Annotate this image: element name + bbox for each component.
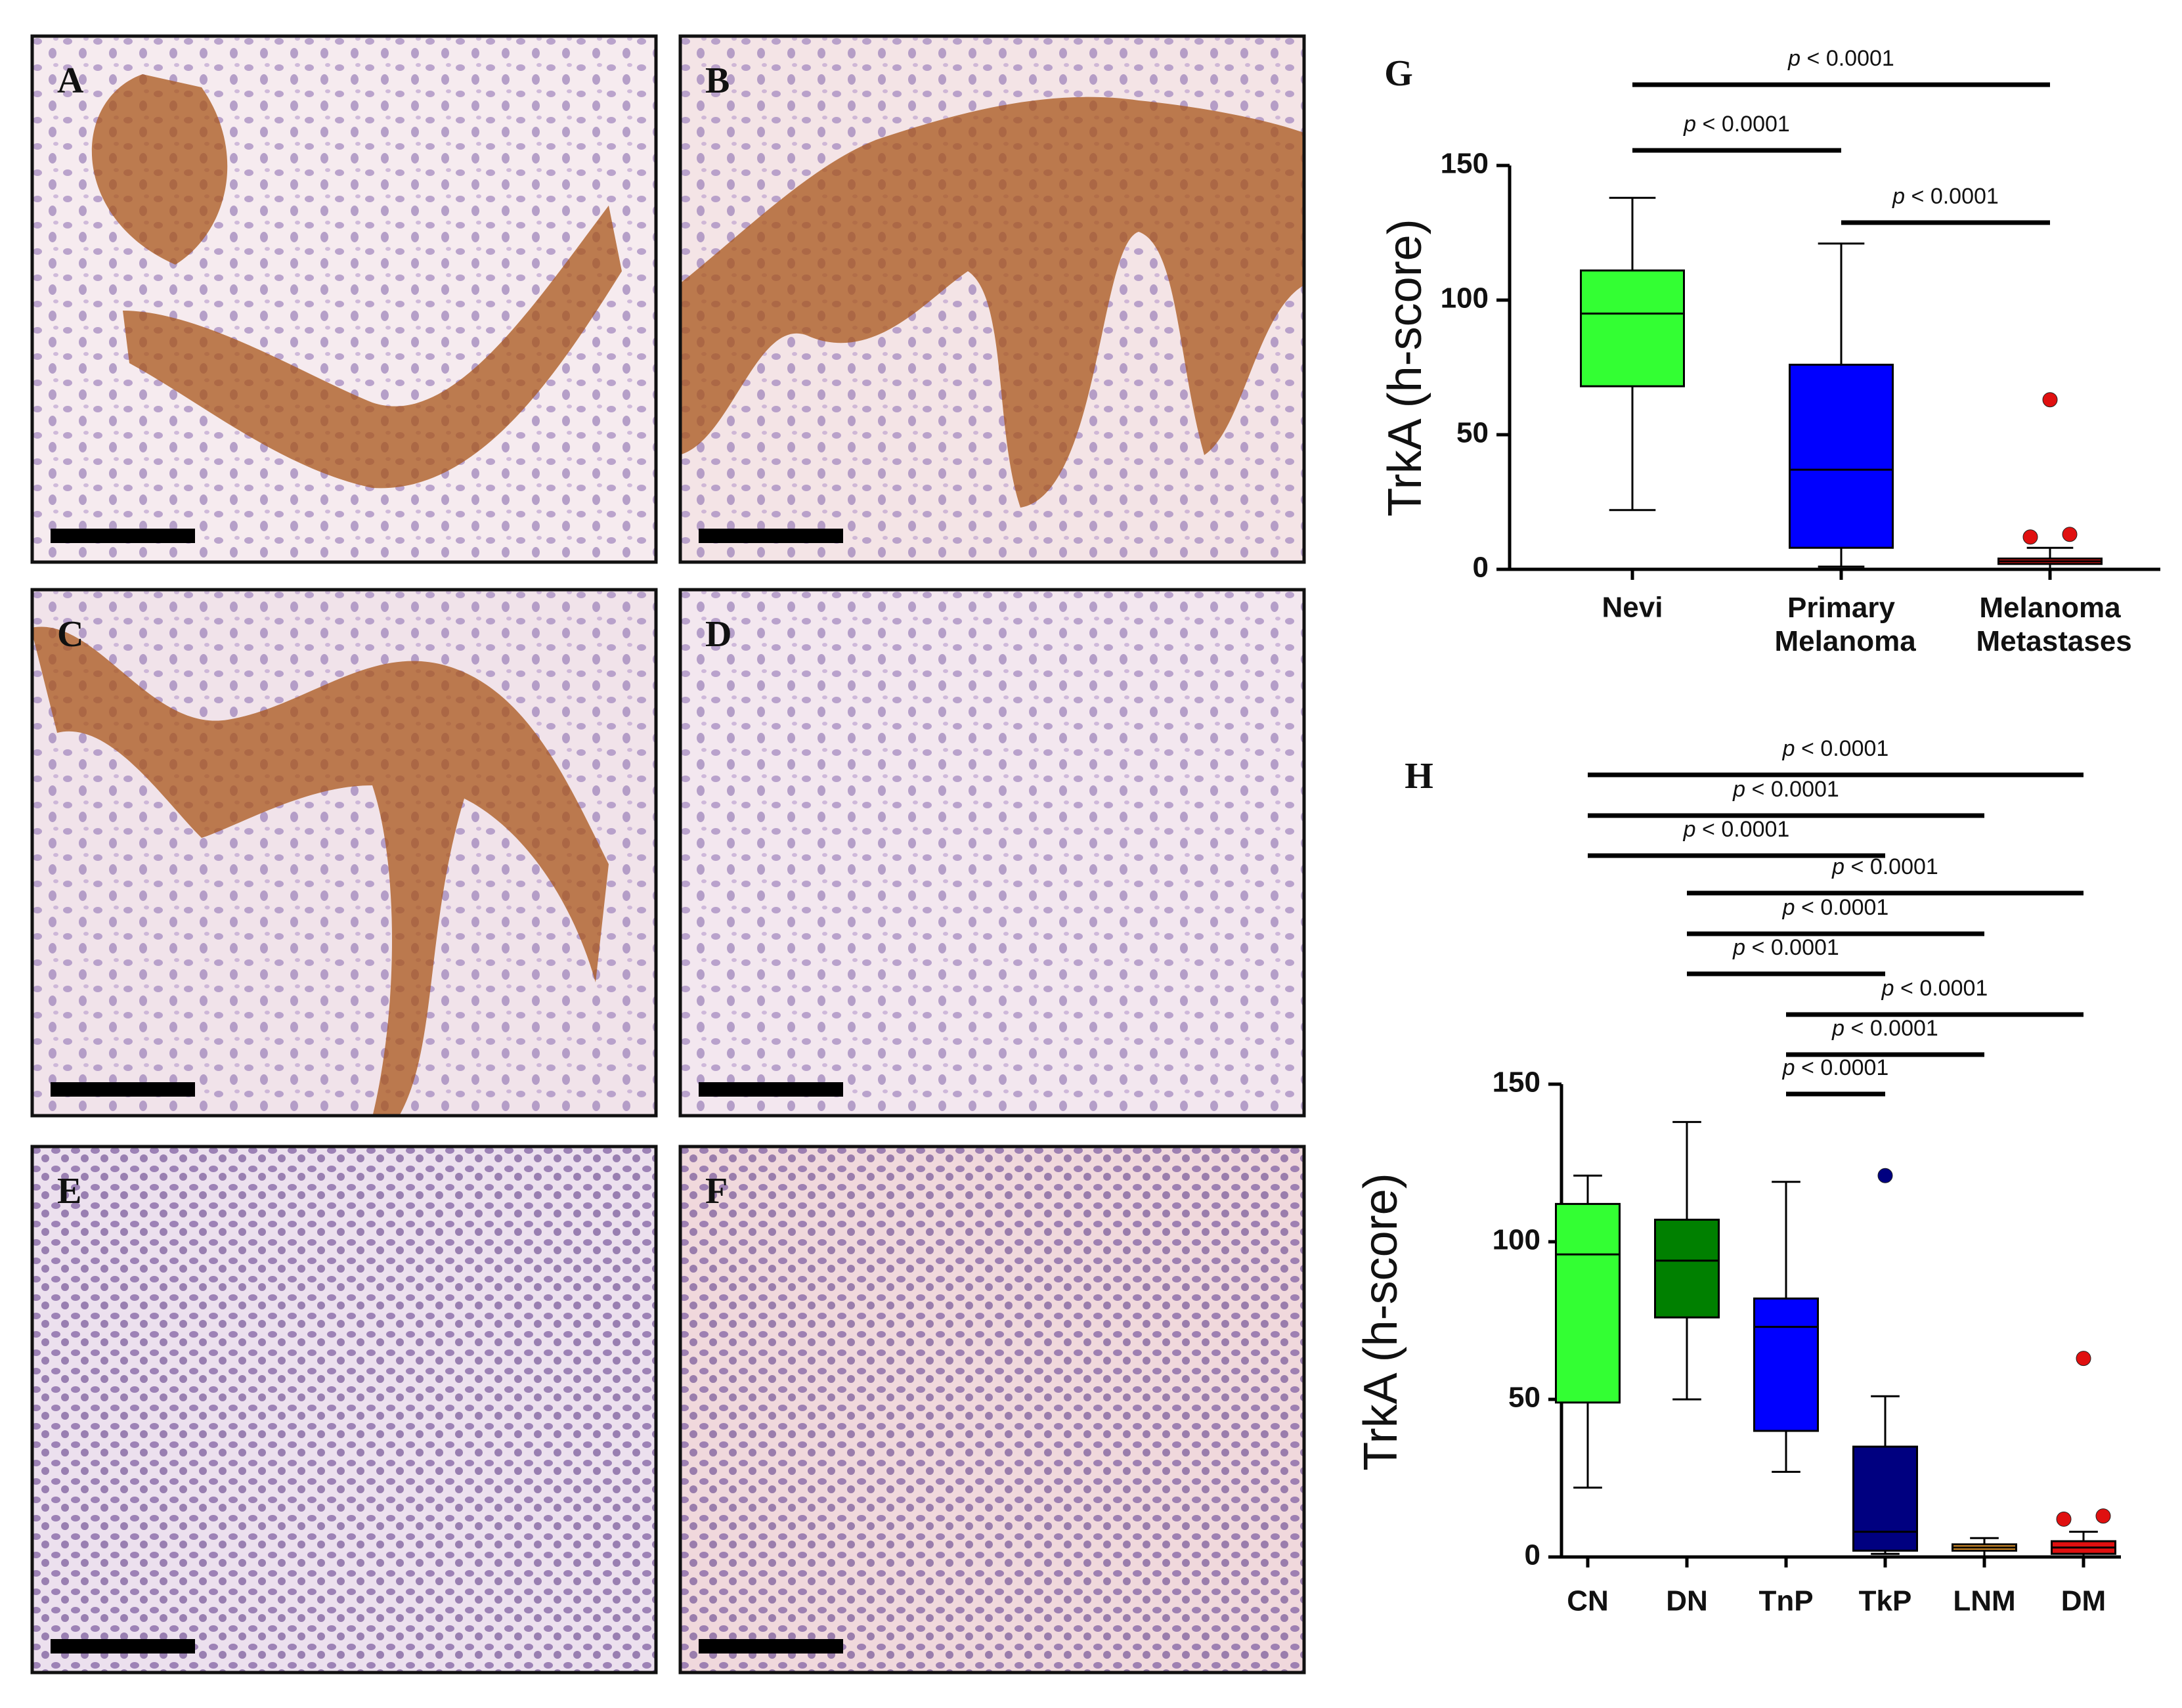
y-axis-label: TrkA (h-score) (1379, 219, 1431, 516)
scale-bar (699, 529, 843, 543)
box (1580, 269, 1685, 387)
x-tick-label: TkP (1859, 1585, 1912, 1617)
tissue-nuclei (679, 1145, 1305, 1674)
panel-label: E (57, 1171, 81, 1212)
outlier (2042, 392, 2058, 408)
tissue-nuclei (679, 588, 1305, 1117)
trka-staining (679, 97, 1305, 508)
x-tick-label: Melanoma Metastases (1968, 592, 2131, 657)
y-tick-label: 150 (1441, 148, 1489, 180)
x-tick-label: CN (1567, 1585, 1609, 1617)
box (1654, 1218, 1720, 1319)
micrograph-panel: F (678, 1145, 1306, 1675)
x-tick-label: Primary Melanoma (1766, 592, 1916, 657)
x-tick-label: DM (2061, 1585, 2106, 1617)
y-axis-label: TrkA (h-score) (1355, 1173, 1407, 1470)
panel-border (678, 34, 1306, 564)
panel-border (678, 1145, 1306, 1675)
x-tick-label: Nevi (1602, 592, 1663, 624)
panel-label: B (705, 60, 730, 101)
micrograph-panel: A (30, 34, 658, 564)
scale-bar (51, 529, 195, 543)
outlier (2095, 1508, 2111, 1524)
box (1753, 1297, 1819, 1432)
panel-label: C (57, 614, 83, 655)
panel-label: D (705, 614, 731, 655)
tissue-nuclei (31, 1145, 657, 1674)
micrograph-panel: C (30, 588, 658, 1118)
panel-label: F (705, 1171, 728, 1212)
micrograph-panel: E (30, 1145, 658, 1675)
outlier (2022, 529, 2038, 545)
panel-border (678, 588, 1306, 1118)
box (1555, 1202, 1621, 1404)
trka-staining (31, 626, 609, 1117)
significance-label: p < 0.0001 (1782, 1055, 1889, 1080)
scale-bar (51, 1082, 195, 1097)
y-tick-label: 150 (1493, 1066, 1540, 1099)
y-tick-label: 100 (1493, 1224, 1540, 1256)
trka-staining (91, 74, 622, 489)
y-tick-label: 50 (1508, 1382, 1540, 1414)
outlier (2056, 1511, 2072, 1527)
significance-label: p < 0.0001 (1782, 895, 1889, 920)
y-tick-label: 100 (1441, 282, 1489, 315)
x-tick-label: DN (1666, 1585, 1708, 1617)
scale-bar (699, 1082, 843, 1097)
box (1789, 363, 1894, 549)
panel-border (30, 1145, 658, 1675)
x-tick-label: TnP (1758, 1585, 1813, 1617)
significance-label: p < 0.0001 (1683, 112, 1790, 137)
significance-label: p < 0.0001 (1831, 854, 1938, 879)
x-tick-label: LNM (1953, 1585, 2015, 1617)
y-tick-label: 0 (1525, 1539, 1540, 1571)
significance-label: p < 0.0001 (1831, 1016, 1938, 1041)
y-tick-label: 50 (1456, 417, 1489, 449)
significance-label: p < 0.0001 (1732, 777, 1839, 802)
significance-label: p < 0.0001 (1892, 184, 1999, 209)
scale-bar (51, 1639, 195, 1653)
panel-label: A (57, 60, 84, 101)
panel-border (30, 588, 658, 1118)
chart-title: G (1384, 53, 1413, 94)
significance-label: p < 0.0001 (1782, 736, 1889, 761)
outlier (1877, 1168, 1893, 1183)
outlier (2062, 527, 2078, 542)
box (1852, 1445, 1918, 1552)
outlier (2076, 1351, 2091, 1367)
chart-title: H (1405, 756, 1433, 797)
significance-label: p < 0.0001 (1683, 817, 1790, 842)
micrograph-panel: D (678, 588, 1306, 1118)
significance-label: p < 0.0001 (1787, 46, 1894, 71)
scale-bar (699, 1639, 843, 1653)
panel-border (30, 34, 658, 564)
significance-label: p < 0.0001 (1732, 935, 1839, 960)
micrograph-panel: B (678, 34, 1306, 564)
significance-label: p < 0.0001 (1881, 976, 1988, 1001)
y-tick-label: 0 (1473, 552, 1489, 584)
